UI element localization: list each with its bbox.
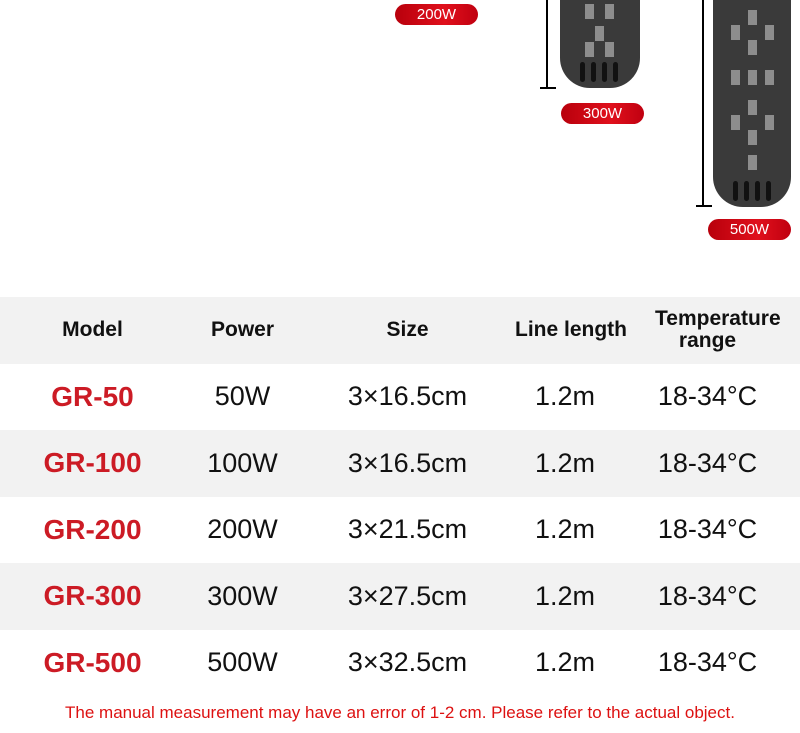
- cell-model: GR-50: [51, 380, 134, 412]
- cell-temperature: 18-34°C: [657, 381, 758, 412]
- heater-300w-image: [560, 0, 640, 88]
- scale-tick-300w: [540, 87, 556, 89]
- cell-size: 3×16.5cm: [347, 447, 468, 478]
- header-power: Power: [210, 318, 275, 342]
- heater-500w-image: [713, 0, 791, 207]
- cell-power: 50W: [214, 381, 271, 412]
- cell-size: 3×32.5cm: [347, 647, 468, 678]
- cell-model: GR-300: [43, 580, 142, 612]
- cell-size: 3×16.5cm: [347, 381, 468, 412]
- cell-model: GR-200: [43, 513, 142, 545]
- scale-tick-500w: [696, 205, 712, 207]
- cell-temperature: 18-34°C: [657, 580, 758, 611]
- badge-300w: 300W: [561, 103, 644, 124]
- scale-bar-300w: [546, 0, 548, 88]
- spec-table: Model Power Size Line length Temperature…: [0, 297, 800, 696]
- badge-200w: 200W: [395, 4, 478, 25]
- cell-power: 300W: [207, 580, 278, 611]
- cell-line-length: 1.2m: [534, 580, 596, 611]
- cell-model: GR-100: [43, 447, 142, 479]
- cell-line-length: 1.2m: [534, 647, 596, 678]
- header-line-length: Line length: [515, 318, 627, 342]
- header-temperature: Temperature range: [655, 307, 781, 353]
- table-header: Model Power Size Line length Temperature…: [0, 297, 800, 364]
- cell-size: 3×27.5cm: [347, 580, 468, 611]
- cell-line-length: 1.2m: [534, 447, 596, 478]
- cell-temperature: 18-34°C: [657, 447, 758, 478]
- cell-power: 100W: [207, 447, 278, 478]
- badge-500w: 500W: [708, 219, 791, 240]
- table-row: GR-200 200W 3×21.5cm 1.2m 18-34°C: [0, 497, 800, 564]
- header-size: Size: [386, 318, 429, 342]
- cell-model: GR-500: [43, 646, 142, 678]
- cell-temperature: 18-34°C: [657, 514, 758, 545]
- table-row: GR-50 50W 3×16.5cm 1.2m 18-34°C: [0, 364, 800, 431]
- table-row: GR-300 300W 3×27.5cm 1.2m 18-34°C: [0, 563, 800, 630]
- cell-line-length: 1.2m: [534, 381, 596, 412]
- scale-bar-500w: [702, 0, 704, 207]
- table-row: GR-100 100W 3×16.5cm 1.2m 18-34°C: [0, 430, 800, 497]
- table-row: GR-500 500W 3×32.5cm 1.2m 18-34°C: [0, 630, 800, 697]
- measurement-note: The manual measurement may have an error…: [65, 703, 735, 722]
- cell-power: 500W: [207, 647, 278, 678]
- cell-size: 3×21.5cm: [347, 514, 468, 545]
- cell-line-length: 1.2m: [534, 514, 596, 545]
- header-model: Model: [62, 318, 123, 342]
- cell-power: 200W: [207, 514, 278, 545]
- cell-temperature: 18-34°C: [657, 647, 758, 678]
